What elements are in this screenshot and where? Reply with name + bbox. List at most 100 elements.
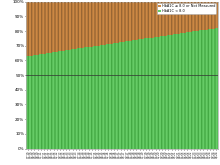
Bar [84,2,87,48]
Bar [109,2,113,44]
Bar [186,32,189,148]
Bar [154,37,157,148]
Bar [148,38,151,148]
Bar [90,2,93,47]
Bar [128,41,132,148]
Bar [71,2,74,49]
Bar [128,2,132,41]
Bar [77,2,81,48]
Bar [65,2,68,50]
Bar [119,42,122,148]
Bar [160,2,164,36]
Bar [125,41,128,148]
Bar [132,2,135,40]
Bar [65,50,68,148]
Bar [55,52,58,148]
Bar [42,2,46,54]
Bar [215,28,218,148]
Bar [33,2,36,55]
Bar [148,2,151,38]
Bar [170,35,173,148]
Bar [46,53,49,148]
Bar [109,44,113,148]
Bar [167,35,170,148]
Bar [29,55,33,148]
Bar [144,38,148,148]
Bar [74,49,77,148]
Bar [113,43,116,148]
Bar [100,2,103,45]
Bar [36,2,39,55]
Bar [94,2,97,46]
Bar [65,50,68,148]
Bar [183,2,186,33]
Bar [211,2,215,29]
Bar [87,47,90,148]
Bar [176,34,180,148]
Bar [74,49,77,148]
Bar [46,2,49,53]
Bar [196,2,199,31]
Bar [192,31,196,148]
Bar [39,2,42,54]
Bar [33,55,36,149]
Bar [77,48,81,148]
Bar [90,47,93,148]
Bar [71,49,74,148]
Bar [132,2,135,40]
Bar [116,43,119,148]
Bar [71,2,74,49]
Bar [29,2,33,55]
Bar [84,2,87,48]
Bar [135,2,138,40]
Bar [55,2,58,52]
Bar [74,2,77,49]
Bar [109,44,113,148]
Bar [106,44,109,148]
Bar [157,2,160,37]
Bar [97,46,100,148]
Bar [180,33,183,148]
Bar [103,2,106,45]
Bar [119,2,122,42]
Bar [128,41,132,148]
Bar [132,40,135,148]
Bar [208,29,211,148]
Bar [189,32,192,149]
Bar [151,38,154,148]
Bar [62,51,65,148]
Bar [135,40,138,148]
Bar [116,2,119,43]
Bar [26,56,29,148]
Bar [144,2,148,38]
Bar [208,29,211,148]
Bar [87,2,90,47]
Bar [97,46,100,148]
Bar [167,2,170,35]
Bar [36,55,39,148]
Bar [81,2,84,48]
Bar [106,2,109,44]
Bar [164,36,167,148]
Bar [173,34,176,148]
Bar [196,31,199,148]
Bar [211,29,215,148]
Bar [52,52,55,148]
Bar [81,48,84,148]
Bar [167,35,170,148]
Bar [26,2,29,56]
Bar [192,2,196,31]
Bar [52,2,55,52]
Bar [211,2,215,29]
Bar [122,2,125,42]
Bar [94,46,97,148]
Bar [29,55,33,148]
Bar [49,53,52,148]
Bar [202,2,205,30]
Bar [148,2,151,38]
Bar [62,2,65,51]
Bar [148,38,151,148]
Bar [160,2,164,36]
Bar [116,43,119,148]
Bar [196,2,199,31]
